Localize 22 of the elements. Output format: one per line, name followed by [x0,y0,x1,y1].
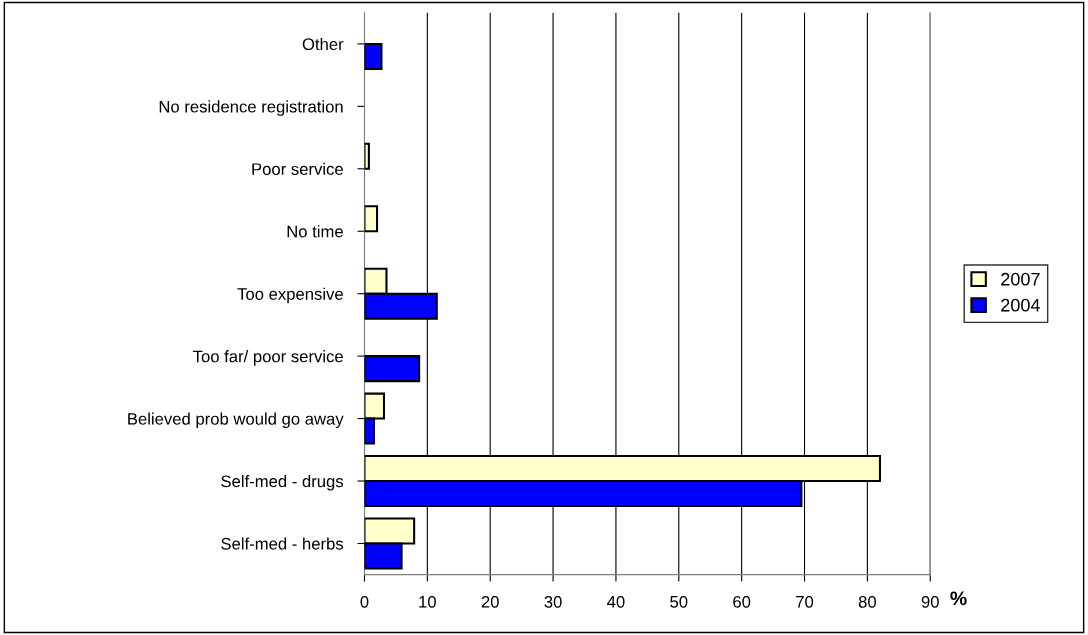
y-tick-label: No time [287,225,343,238]
x-axis-title: % [950,591,967,606]
y-tick-label: Other [302,37,344,51]
x-tick-label: 30 [544,595,562,608]
y-tick-label: Self-med - herbs [221,537,344,550]
x-tick-label: 80 [858,595,876,608]
x-tick-label: 60 [733,595,751,608]
x-tick-label: 90 [921,595,939,608]
legend-label: 2004 [1001,298,1040,312]
legend-label: 2007 [1001,272,1040,286]
x-tick-label: 0 [360,595,369,608]
x-tick-label: 40 [607,595,625,608]
x-tick-label: 10 [419,595,436,608]
x-tick-label: 50 [670,595,688,608]
y-tick-label: Believed prob would go away [128,412,344,429]
x-tick-label: 70 [796,595,814,608]
x-tick-label: 20 [481,595,499,608]
y-tick-label: Self-med - drugs [221,474,344,491]
y-tick-label: Too expensive [237,287,343,304]
y-tick-label: Poor service [252,162,343,176]
y-tick-label: Too far/ poor service [193,350,343,366]
y-tick-label: No residence registration [159,100,343,116]
